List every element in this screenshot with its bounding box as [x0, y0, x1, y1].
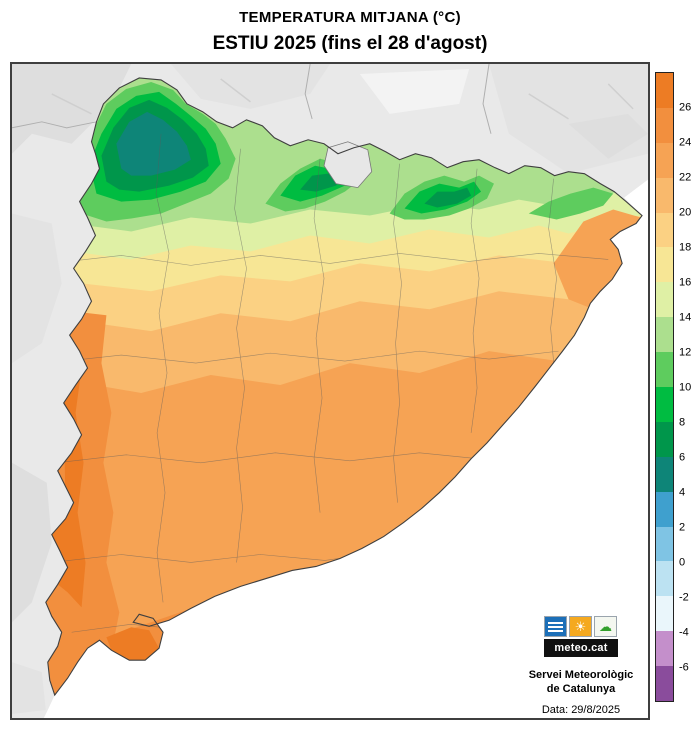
logo-panels: ☀ ☁	[544, 616, 618, 637]
legend-tick-label: -6	[679, 661, 689, 674]
content: ☀ ☁ meteo.cat Servei Meteorològic de Cat…	[0, 62, 700, 720]
legend-color-block	[656, 282, 673, 318]
legend-tick-label: 16	[679, 276, 692, 289]
attribution-line1: Servei Meteorològic	[528, 669, 634, 681]
legend-tick-label: -4	[679, 626, 689, 639]
legend-color-block	[656, 73, 673, 108]
logo-sun-icon: ☀	[569, 616, 592, 637]
legend-color-block	[656, 421, 673, 457]
legend-tick-label: -2	[679, 591, 689, 604]
legend-tick-label: 10	[679, 381, 692, 394]
zone-over-26-west	[51, 363, 86, 608]
legend-tick-label: 14	[679, 311, 692, 324]
map-frame: ☀ ☁ meteo.cat Servei Meteorològic de Cat…	[10, 62, 650, 720]
legend-tick-label: 20	[679, 206, 692, 219]
legend-tick-label: 6	[679, 451, 686, 464]
legend-color-block	[656, 212, 673, 248]
legend-tick-label: 2	[679, 521, 686, 534]
logo-stripes-icon	[544, 616, 567, 637]
legend-color-block	[656, 317, 673, 353]
legend-tick-label: 0	[679, 556, 686, 569]
legend-color-block	[656, 247, 673, 283]
zone-24-26-west	[45, 308, 120, 696]
sea	[43, 179, 648, 718]
meteocat-wordmark: meteo.cat	[544, 639, 618, 657]
legend-color-block	[656, 456, 673, 492]
attribution-line2: de Catalunya	[546, 683, 616, 696]
legend-labels: 26 24 22 20 18 16 14 12 10 8 6 4 2 0 -2 -4 -6	[679, 73, 700, 703]
legend-tick-label: 26	[679, 101, 692, 114]
legend-tick-label: 18	[679, 241, 692, 254]
legend-tick-label: 12	[679, 346, 692, 359]
legend-tick-label: 8	[679, 416, 686, 429]
map-date: Data: 29/8/2025	[541, 704, 621, 716]
legend-bar	[655, 72, 674, 702]
legend-color-block	[656, 491, 673, 527]
legend-color-block	[656, 561, 673, 597]
logo-cloud-icon: ☁	[594, 616, 617, 637]
legend-color-block	[656, 387, 673, 422]
catalonia-outline	[45, 77, 643, 697]
meteocat-logo: ☀ ☁ meteo.cat	[544, 616, 618, 657]
zone-over-26-delta	[106, 627, 160, 661]
pyrenees-green-masses	[71, 81, 614, 222]
comarca-boundaries	[47, 133, 609, 633]
legend-color-block	[656, 107, 673, 143]
attribution: Servei Meteorològic de Catalunya	[512, 668, 650, 697]
map-subtitle: ESTIU 2025 (fins el 28 d'agost)	[212, 33, 488, 54]
legend-color-block	[656, 352, 673, 388]
map-title: TEMPERATURA MITJANA (°C)	[239, 9, 461, 26]
legend-color-block	[656, 631, 673, 667]
legend-color-block	[656, 177, 673, 213]
relief-texture	[12, 64, 648, 715]
legend-color-block	[656, 526, 673, 562]
catalonia-temperature-map	[12, 64, 648, 718]
legend-tick-label: 4	[679, 486, 686, 499]
temperature-legend: 26 24 22 20 18 16 14 12 10 8 6 4 2 0 -2 -4 -6	[655, 72, 700, 702]
legend-color-block	[656, 596, 673, 632]
legend-tick-label: 24	[679, 136, 692, 149]
header: TEMPERATURA MITJANA (°C) ESTIU 2025 (fin…	[0, 0, 700, 55]
legend-color-block	[656, 142, 673, 178]
legend-color-block	[656, 666, 673, 702]
legend-tick-label: 22	[679, 171, 692, 184]
andorra-region	[323, 141, 373, 189]
